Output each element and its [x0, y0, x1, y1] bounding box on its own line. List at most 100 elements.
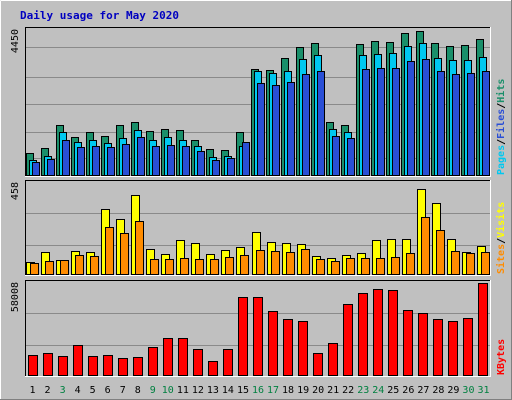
- series-label-part: Hits: [495, 79, 507, 103]
- chart-panels: 4450Pages/Files/Hits458Sites/Visits58008…: [10, 27, 507, 377]
- bar-pages-day-24: [377, 68, 385, 176]
- x-tick-label: 18: [282, 385, 294, 396]
- series-label-part: KBytes: [496, 339, 507, 375]
- bar-kbytes-day-23: [358, 293, 368, 376]
- bar-kbytes-day-12: [193, 349, 203, 376]
- bar-sites-day-7: [120, 233, 129, 275]
- x-tick-label: 12: [192, 385, 204, 396]
- bar-sites-day-3: [60, 260, 69, 275]
- bar-pages-day-27: [422, 59, 430, 176]
- bar-kbytes-day-4: [73, 345, 83, 376]
- x-tick-label: 31: [477, 385, 489, 396]
- bar-kbytes-day-8: [133, 357, 143, 376]
- bar-sites-day-14: [225, 257, 234, 275]
- x-tick-label: 25: [387, 385, 399, 396]
- panel-bottom: 58008 KBytes: [10, 280, 507, 377]
- x-tick-label: 8: [135, 385, 141, 396]
- bar-pages-day-26: [407, 61, 415, 176]
- bar-pages-day-28: [437, 71, 445, 176]
- x-axis-labels: 1 2 3 4 5 6 7 8 9 10 11 12 13 14 15 16 17 18 19 20 21 22 23 24 2…: [30, 385, 490, 396]
- bar-kbytes-day-18: [283, 319, 293, 376]
- bar-sites-day-28: [436, 230, 445, 275]
- bar-kbytes-day-16: [253, 297, 263, 376]
- bar-kbytes-day-7: [118, 358, 128, 376]
- bar-pages-day-1: [32, 162, 40, 176]
- x-tick-label: 5: [90, 385, 96, 396]
- y-max-label-top: 4450: [10, 29, 21, 53]
- bar-sites-day-21: [331, 261, 340, 275]
- bar-kbytes-day-9: [148, 347, 158, 376]
- x-tick-label: 17: [267, 385, 279, 396]
- bar-sites-day-10: [165, 259, 174, 275]
- bar-sites-day-30: [466, 253, 475, 275]
- series-label-part: Pages: [496, 145, 507, 175]
- bar-pages-day-23: [362, 69, 370, 176]
- bar-sites-day-8: [135, 221, 144, 275]
- bar-sites-day-9: [150, 259, 159, 275]
- bar-pages-day-14: [227, 158, 235, 176]
- bar-kbytes-day-17: [268, 311, 278, 376]
- bar-sites-day-2: [45, 261, 54, 275]
- bar-kbytes-day-1: [28, 355, 38, 376]
- bar-kbytes-day-15: [238, 297, 248, 376]
- x-tick-label: 7: [120, 385, 126, 396]
- bar-pages-day-2: [47, 159, 55, 176]
- x-tick-label: 1: [30, 385, 36, 396]
- x-tick-label: 27: [417, 385, 429, 396]
- bar-sites-day-26: [406, 253, 415, 275]
- bar-kbytes-day-26: [403, 310, 413, 376]
- bar-sites-day-4: [75, 255, 84, 275]
- bar-kbytes-day-29: [448, 321, 458, 376]
- bar-pages-day-22: [347, 138, 355, 176]
- x-tick-label: 30: [462, 385, 474, 396]
- bar-kbytes-day-19: [298, 321, 308, 376]
- x-tick-label: 28: [432, 385, 444, 396]
- bar-pages-day-3: [62, 140, 70, 176]
- bar-pages-day-20: [317, 71, 325, 176]
- series-label-part: Files: [495, 109, 507, 139]
- bar-pages-day-5: [92, 146, 100, 176]
- bar-sites-day-16: [256, 250, 265, 275]
- y-max-label-bottom: 58008: [10, 282, 21, 312]
- x-tick-label: 26: [402, 385, 414, 396]
- x-tick-label: 15: [237, 385, 249, 396]
- bar-pages-day-6: [107, 147, 115, 176]
- bar-kbytes-day-31: [478, 283, 488, 376]
- bar-pages-day-19: [302, 74, 310, 176]
- bar-pages-day-10: [167, 145, 175, 176]
- bar-kbytes-day-2: [43, 353, 53, 376]
- bar-sites-day-24: [376, 258, 385, 275]
- x-tick-label: 19: [297, 385, 309, 396]
- bar-pages-day-12: [197, 151, 205, 176]
- bar-kbytes-day-30: [463, 318, 473, 376]
- bar-sites-day-12: [195, 259, 204, 275]
- series-label-bottom: KBytes: [496, 339, 507, 375]
- bar-pages-day-17: [272, 85, 280, 176]
- bar-kbytes-day-3: [58, 356, 68, 376]
- series-label-part: Visits: [495, 202, 507, 238]
- bar-sites-day-23: [361, 258, 370, 275]
- bar-sites-day-18: [286, 252, 295, 275]
- series-label-part: /: [496, 139, 507, 145]
- x-tick-label: 29: [447, 385, 459, 396]
- x-tick-label: 10: [162, 385, 174, 396]
- bar-sites-day-22: [346, 258, 355, 275]
- bar-pages-day-15: [242, 142, 250, 176]
- x-tick-label: 2: [45, 385, 51, 396]
- x-tick-label: 13: [207, 385, 219, 396]
- series-label-top: Pages/Files/Hits: [495, 79, 507, 175]
- bar-pages-day-30: [467, 73, 475, 176]
- bar-kbytes-day-24: [373, 289, 383, 376]
- x-tick-label: 4: [75, 385, 81, 396]
- bar-kbytes-day-25: [388, 290, 398, 376]
- x-tick-label: 16: [252, 385, 264, 396]
- x-tick-label: 20: [312, 385, 324, 396]
- x-tick-label: 9: [150, 385, 156, 396]
- bar-sites-day-13: [210, 259, 219, 275]
- bar-sites-day-15: [240, 255, 249, 275]
- bar-sites-day-5: [90, 256, 99, 275]
- x-tick-label: 11: [177, 385, 189, 396]
- bar-pages-day-21: [332, 136, 340, 176]
